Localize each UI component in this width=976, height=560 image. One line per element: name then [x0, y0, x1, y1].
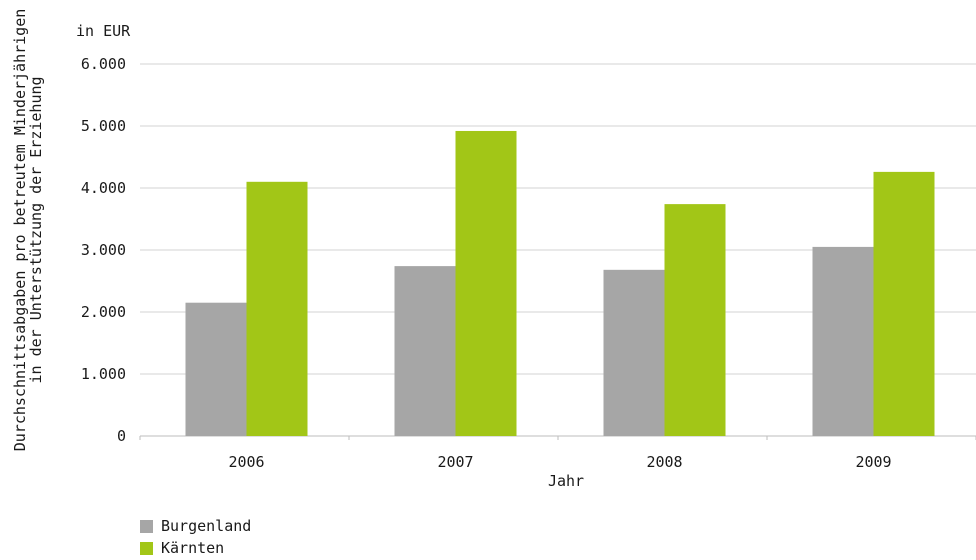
legend-swatch-kaernten	[140, 542, 153, 555]
y-tick-labels: 0 1.000 2.000 3.000 4.000 5.000 6.000	[81, 55, 126, 445]
legend: Burgenland Kärnten	[140, 515, 251, 559]
bar-k-rnten-2008	[665, 204, 726, 436]
unit-label: in EUR	[76, 22, 131, 40]
y-tick-label: 4.000	[81, 179, 126, 197]
bar-burgenland-2006	[186, 303, 247, 436]
y-tick-label: 2.000	[81, 303, 126, 321]
x-tick-label: 2008	[646, 453, 682, 471]
y-axis-label-line-2: in der Unterstützung der Erziehung	[27, 76, 45, 383]
y-tick-label: 6.000	[81, 55, 126, 73]
legend-item-burgenland: Burgenland	[140, 515, 251, 537]
bar-burgenland-2009	[813, 247, 874, 436]
x-tick-label: 2007	[437, 453, 473, 471]
y-tick-label: 1.000	[81, 365, 126, 383]
bars	[186, 131, 935, 436]
y-tick-label: 5.000	[81, 117, 126, 135]
x-tick-label: 2009	[855, 453, 891, 471]
x-tick-label: 2006	[228, 453, 264, 471]
x-tick-labels: 2006 2007 2008 2009	[228, 453, 891, 471]
y-tick-label: 0	[117, 427, 126, 445]
bar-k-rnten-2006	[247, 182, 308, 436]
x-axis-label: Jahr	[548, 472, 584, 490]
legend-label-kaernten: Kärnten	[161, 539, 224, 557]
legend-swatch-burgenland	[140, 520, 153, 533]
bar-k-rnten-2007	[456, 131, 517, 436]
legend-item-kaernten: Kärnten	[140, 537, 251, 559]
y-axis-label: Durchschnittsabgaben pro betreutem Minde…	[11, 9, 45, 452]
bar-burgenland-2008	[604, 270, 665, 436]
bar-burgenland-2007	[395, 266, 456, 436]
y-tick-label: 3.000	[81, 241, 126, 259]
bar-k-rnten-2009	[874, 172, 935, 436]
legend-label-burgenland: Burgenland	[161, 517, 251, 535]
